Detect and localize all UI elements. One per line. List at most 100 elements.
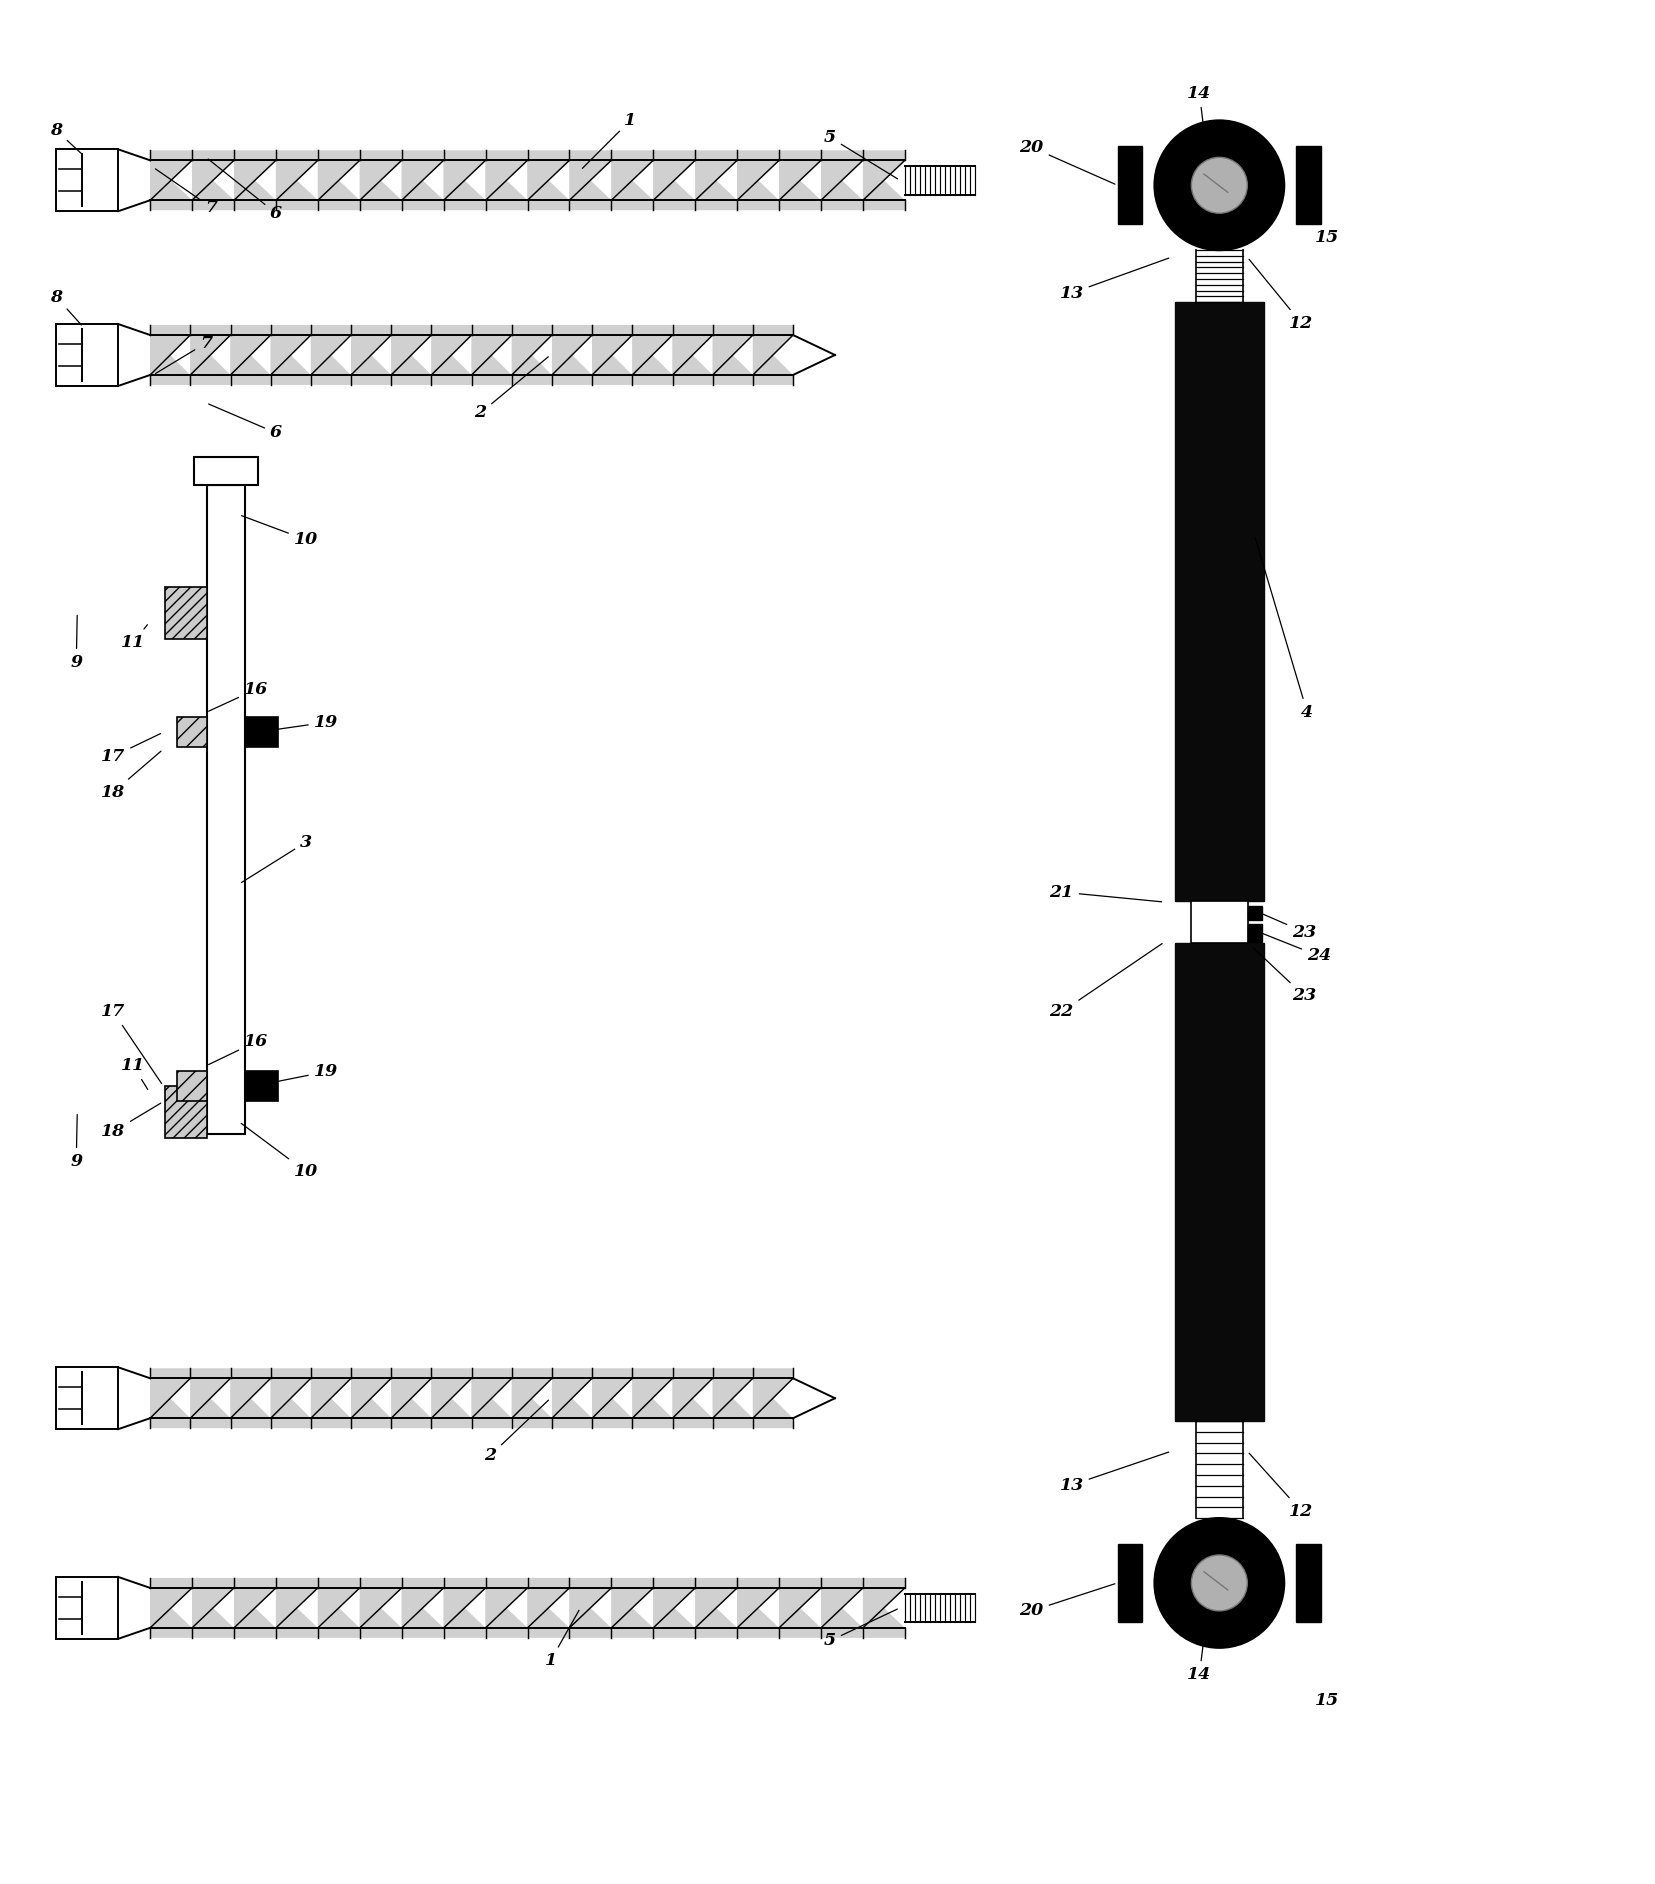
- Bar: [177, 1070, 207, 1100]
- Polygon shape: [592, 326, 632, 375]
- Text: 18: 18: [101, 1104, 161, 1140]
- Polygon shape: [511, 1379, 553, 1428]
- Polygon shape: [528, 160, 569, 211]
- Polygon shape: [862, 160, 905, 211]
- Polygon shape: [592, 335, 632, 384]
- Text: 23: 23: [1254, 910, 1316, 940]
- Polygon shape: [632, 1379, 672, 1428]
- Polygon shape: [359, 1588, 402, 1637]
- Polygon shape: [611, 1579, 654, 1628]
- Polygon shape: [402, 1579, 444, 1628]
- Polygon shape: [528, 1579, 569, 1628]
- Polygon shape: [444, 160, 485, 211]
- Polygon shape: [151, 326, 190, 375]
- Text: 22: 22: [1049, 944, 1162, 1021]
- Bar: [207, 484, 245, 1134]
- Polygon shape: [444, 1588, 485, 1637]
- Polygon shape: [318, 1588, 359, 1637]
- Polygon shape: [192, 160, 233, 211]
- Polygon shape: [862, 151, 905, 200]
- Polygon shape: [192, 1588, 233, 1637]
- Polygon shape: [190, 1379, 230, 1428]
- Polygon shape: [402, 160, 444, 211]
- Polygon shape: [230, 1368, 271, 1419]
- Bar: [56, 1577, 118, 1639]
- Polygon shape: [359, 151, 402, 200]
- Polygon shape: [432, 1368, 472, 1419]
- Bar: [1175, 944, 1264, 1421]
- Polygon shape: [780, 151, 821, 200]
- Polygon shape: [632, 335, 672, 384]
- Polygon shape: [672, 1379, 713, 1428]
- Polygon shape: [672, 335, 713, 384]
- Polygon shape: [611, 151, 654, 200]
- Polygon shape: [753, 335, 793, 384]
- Text: 18: 18: [101, 752, 161, 801]
- Polygon shape: [271, 326, 311, 375]
- Text: 15: 15: [1316, 1692, 1339, 1709]
- Polygon shape: [432, 1379, 472, 1428]
- Text: 6: 6: [209, 158, 281, 222]
- Polygon shape: [271, 1379, 311, 1428]
- Text: 5: 5: [824, 128, 897, 179]
- Polygon shape: [713, 335, 753, 384]
- Circle shape: [1192, 1554, 1248, 1611]
- Polygon shape: [190, 1368, 230, 1419]
- Polygon shape: [472, 1368, 511, 1419]
- Polygon shape: [151, 1588, 192, 1637]
- Polygon shape: [862, 1588, 905, 1637]
- Polygon shape: [472, 1379, 511, 1428]
- Bar: [1296, 147, 1321, 224]
- Polygon shape: [821, 151, 862, 200]
- Polygon shape: [485, 151, 528, 200]
- Polygon shape: [359, 1579, 402, 1628]
- Polygon shape: [276, 160, 318, 211]
- Text: 9: 9: [70, 1115, 83, 1170]
- Polygon shape: [695, 151, 736, 200]
- Text: 15: 15: [1316, 228, 1339, 245]
- Polygon shape: [485, 160, 528, 211]
- Polygon shape: [736, 1588, 780, 1637]
- Text: 6: 6: [209, 403, 281, 441]
- Bar: [1117, 147, 1142, 224]
- Polygon shape: [753, 326, 793, 375]
- Polygon shape: [780, 1588, 821, 1637]
- Polygon shape: [753, 1368, 793, 1419]
- Polygon shape: [402, 1588, 444, 1637]
- Circle shape: [1192, 158, 1248, 213]
- Polygon shape: [151, 151, 192, 200]
- Polygon shape: [230, 335, 271, 384]
- Polygon shape: [271, 335, 311, 384]
- Polygon shape: [611, 1588, 654, 1637]
- Polygon shape: [351, 1368, 391, 1419]
- Text: 3: 3: [242, 833, 311, 882]
- Text: 8: 8: [50, 122, 81, 153]
- Polygon shape: [233, 1579, 276, 1628]
- Bar: [245, 1070, 278, 1100]
- Polygon shape: [736, 151, 780, 200]
- Polygon shape: [528, 1588, 569, 1637]
- Bar: [177, 718, 207, 748]
- Polygon shape: [230, 326, 271, 375]
- Polygon shape: [511, 1368, 553, 1419]
- Polygon shape: [753, 1379, 793, 1428]
- Polygon shape: [276, 151, 318, 200]
- Bar: [1190, 901, 1248, 944]
- Text: 13: 13: [1059, 258, 1168, 301]
- Polygon shape: [672, 1368, 713, 1419]
- Polygon shape: [569, 1588, 611, 1637]
- Text: 11: 11: [121, 625, 147, 652]
- Text: 11: 11: [121, 1057, 147, 1089]
- Polygon shape: [192, 151, 233, 200]
- Polygon shape: [192, 1579, 233, 1628]
- Bar: [1117, 1545, 1142, 1622]
- Polygon shape: [472, 335, 511, 384]
- Polygon shape: [151, 160, 192, 211]
- Polygon shape: [276, 1579, 318, 1628]
- Polygon shape: [553, 1379, 592, 1428]
- Text: 20: 20: [1019, 1584, 1115, 1620]
- Text: 1: 1: [544, 1611, 579, 1669]
- Polygon shape: [592, 1379, 632, 1428]
- Text: 17: 17: [101, 1004, 162, 1083]
- Bar: [194, 456, 258, 484]
